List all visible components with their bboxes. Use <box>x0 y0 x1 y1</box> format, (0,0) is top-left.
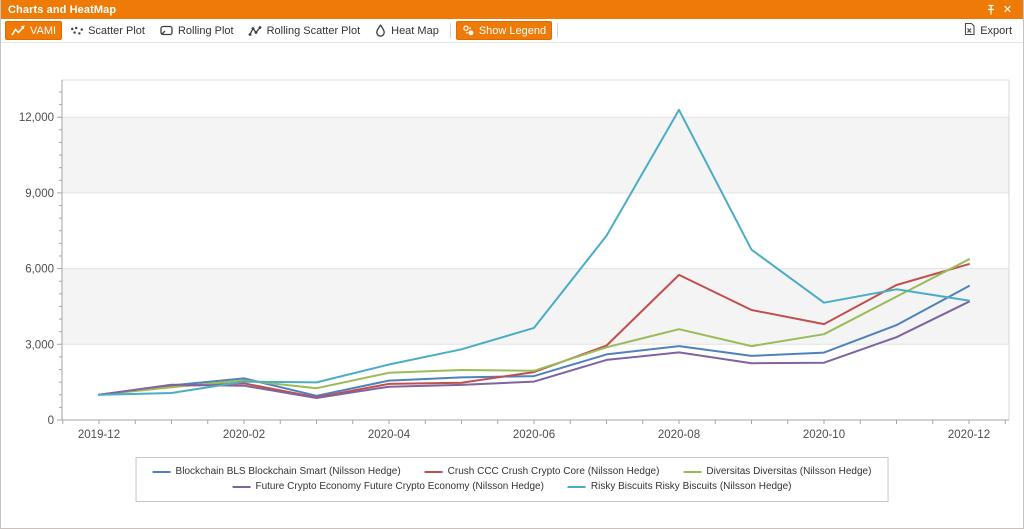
y-axis-label: 3,000 <box>25 339 54 351</box>
title-bar: Charts and HeatMap ✕ <box>1 0 1023 19</box>
window-title: Charts and HeatMap <box>8 3 117 16</box>
legend-item: Diversitas Diversitas (Nilsson Hedge) <box>683 466 871 477</box>
vami-line-chart[interactable]: 0 3,000 6,000 9,000 12,000 2019-12 2020-02 2020… <box>1 43 1024 455</box>
series-line-2 <box>98 258 970 396</box>
export-excel-icon <box>963 22 976 39</box>
tab-heat-map[interactable]: Heat Map <box>368 21 445 40</box>
legend-swatch <box>424 470 443 473</box>
series-line-1 <box>98 263 970 399</box>
x-axis-label: 2020-12 <box>948 429 990 441</box>
x-axis-label: 2020-06 <box>513 429 555 441</box>
export-label: Export <box>980 24 1012 37</box>
tab-rolling-scatter-plot[interactable]: Rolling Scatter Plot <box>242 21 367 40</box>
legend-item: Crush CCC Crush Crypto Core (Nilsson Hed… <box>424 466 660 477</box>
legend-swatch <box>683 470 702 473</box>
legend-swatch <box>567 485 586 488</box>
legend-swatch <box>152 470 171 473</box>
tab-vami-label: VAMI <box>30 24 57 37</box>
chart-legend: Blockchain BLS Blockchain Smart (Nilsson… <box>135 457 889 502</box>
export-button[interactable]: Export <box>957 19 1018 42</box>
tab-rolling-scatter-plot-label: Rolling Scatter Plot <box>266 24 361 37</box>
plot-band <box>62 268 1009 345</box>
x-axis-label: 2020-10 <box>803 429 845 441</box>
legend-icon <box>462 24 475 37</box>
plot-band <box>62 117 1009 193</box>
y-axis-label: 6,000 <box>25 264 54 276</box>
legend-label: Blockchain BLS Blockchain Smart (Nilsson… <box>175 466 401 477</box>
y-axis-label: 9,000 <box>25 188 54 200</box>
show-legend-label: Show Legend <box>478 24 547 37</box>
tab-heat-map-label: Heat Map <box>391 24 439 37</box>
legend-item: Future Crypto Economy Future Crypto Econ… <box>232 481 544 492</box>
scatter-plot-icon <box>70 24 84 37</box>
legend-row: Future Crypto Economy Future Crypto Econ… <box>232 481 792 492</box>
legend-label: Future Crypto Economy Future Crypto Econ… <box>255 481 544 492</box>
series-line-0 <box>98 285 970 397</box>
rolling-plot-icon <box>159 24 174 37</box>
toolbar-separator <box>449 23 451 38</box>
chart-toolbar: VAMI Scatter Plot Rolling Plot <box>1 19 1023 43</box>
legend-item: Risky Biscuits Risky Biscuits (Nilsson H… <box>567 481 792 492</box>
legend-row: Blockchain BLS Blockchain Smart (Nilsson… <box>152 466 871 477</box>
show-legend-toggle[interactable]: Show Legend <box>455 21 553 40</box>
line-chart-icon <box>11 24 26 37</box>
legend-label: Crush CCC Crush Crypto Core (Nilsson Hed… <box>447 466 660 477</box>
tab-rolling-plot-label: Rolling Plot <box>177 24 234 37</box>
toolbar-separator-2 <box>557 23 559 38</box>
legend-label: Diversitas Diversitas (Nilsson Hedge) <box>706 466 872 477</box>
tab-scatter-plot[interactable]: Scatter Plot <box>64 21 151 40</box>
x-axis-label: 2019-12 <box>78 429 120 441</box>
x-axis-label: 2020-04 <box>368 429 411 441</box>
series-line-3 <box>98 300 970 399</box>
tab-rolling-plot[interactable]: Rolling Plot <box>153 21 240 40</box>
pin-icon[interactable] <box>982 1 999 18</box>
rolling-scatter-plot-icon <box>248 24 263 37</box>
y-axis-label: 0 <box>48 415 54 427</box>
tab-scatter-plot-label: Scatter Plot <box>88 24 145 37</box>
heat-map-icon <box>374 24 387 37</box>
legend-label: Risky Biscuits Risky Biscuits (Nilsson H… <box>590 481 792 492</box>
x-axis-label: 2020-08 <box>658 429 700 441</box>
tab-vami[interactable]: VAMI <box>5 21 63 40</box>
y-axis-label: 12,000 <box>19 112 54 124</box>
x-axis-label: 2020-02 <box>223 429 265 441</box>
legend-swatch <box>232 485 251 488</box>
series-line-4 <box>98 108 970 396</box>
legend-item: Blockchain BLS Blockchain Smart (Nilsson… <box>152 466 401 477</box>
close-icon[interactable]: ✕ <box>1002 4 1013 16</box>
